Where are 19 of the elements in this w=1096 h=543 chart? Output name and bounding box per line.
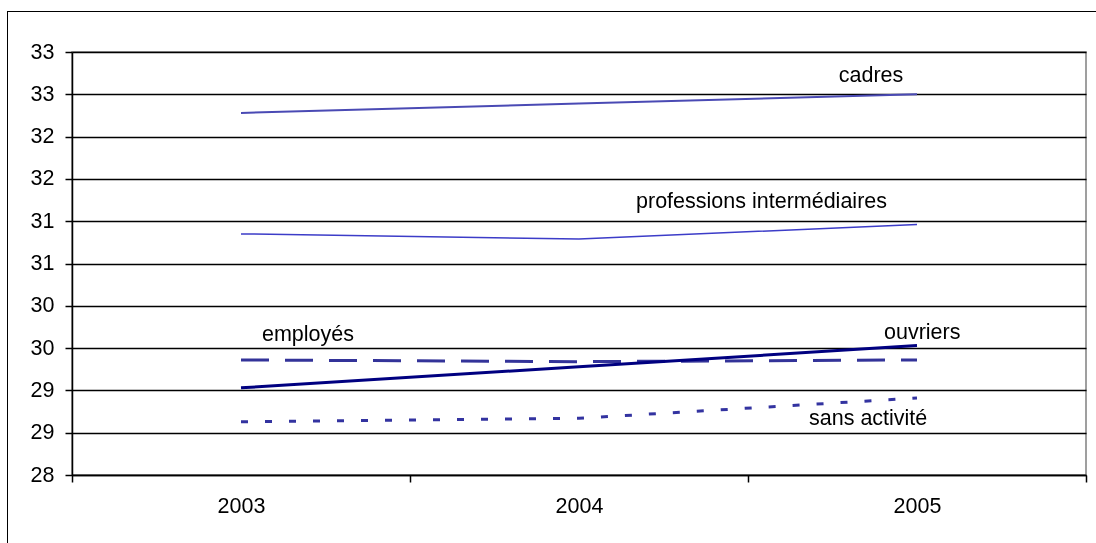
y-tick-label: 31 [30,208,55,233]
x-tick-label: 2003 [217,493,266,518]
x-tick-label: 2004 [555,493,604,518]
y-tick-label: 32 [30,166,55,191]
series-label: employés [262,321,355,346]
y-tick-label: 32 [30,124,55,149]
series-label: sans activité [809,406,928,431]
series-label: professions intermédiaires [636,188,887,213]
y-tick-label: 28 [30,462,55,487]
x-tick-label: 2005 [893,493,942,518]
series-label: ouvriers [884,319,961,344]
series-label: cadres [838,63,904,88]
y-tick-label: 29 [30,420,55,445]
y-tick-label: 29 [30,377,55,402]
y-tick-label: 30 [30,293,55,318]
y-tick-label: 31 [30,251,55,275]
y-tick-label: 30 [30,335,55,360]
y-tick-label: 33 [30,81,55,106]
y-tick-label: 33 [30,39,55,64]
